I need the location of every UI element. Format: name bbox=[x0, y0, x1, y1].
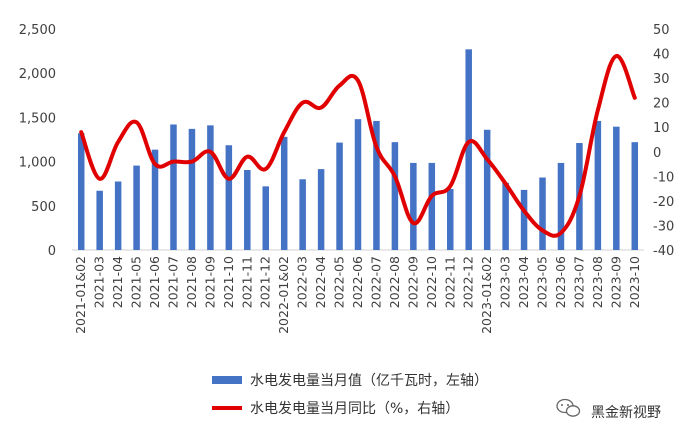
right-y-tick-label: 50 bbox=[653, 23, 670, 38]
bar bbox=[299, 179, 306, 250]
right-y-tick-label: -10 bbox=[653, 170, 674, 185]
legend-label-line: 水电发电量当月同比（%，右轴） bbox=[250, 401, 459, 417]
right-y-tick-label: -20 bbox=[653, 195, 674, 210]
bar bbox=[539, 177, 546, 250]
watermark: 黑金新视野 bbox=[556, 398, 661, 421]
x-tick-label: 2023-09 bbox=[608, 256, 623, 308]
x-axis: 2021-01&02 2021-03 2021-04 2021-05 2021-06 20… bbox=[73, 256, 642, 334]
right-y-tick-label: 10 bbox=[653, 121, 670, 136]
x-tick-label: 2021-01&02 bbox=[73, 256, 88, 334]
left-y-tick-label: 500 bbox=[31, 200, 56, 215]
bar bbox=[151, 149, 159, 250]
bar bbox=[557, 162, 565, 250]
bar bbox=[114, 181, 122, 250]
x-tick-label: 2021-03 bbox=[92, 256, 107, 308]
legend-label-bar: 水电发电量当月值（亿千瓦时，左轴） bbox=[250, 373, 488, 389]
x-tick-label: 2022-08 bbox=[387, 256, 402, 308]
legend-item-line: 水电发电量当月同比（%，右轴） bbox=[212, 401, 459, 417]
x-tick-label: 2022-06 bbox=[350, 256, 365, 308]
wechat-icon bbox=[556, 398, 581, 417]
bar bbox=[631, 142, 639, 250]
right-y-tick-label: 40 bbox=[653, 48, 670, 63]
x-tick-label: 2021-05 bbox=[129, 256, 144, 308]
right-y-tick-label: -30 bbox=[653, 219, 674, 234]
bar bbox=[280, 136, 288, 250]
x-tick-label: 2021-09 bbox=[202, 256, 217, 308]
x-tick-label: 2023-07 bbox=[571, 256, 586, 308]
right-y-tick-label: 0 bbox=[653, 146, 661, 161]
bar bbox=[133, 165, 140, 250]
x-tick-label: 2022-04 bbox=[313, 256, 328, 308]
x-tick-label: 2022-09 bbox=[405, 256, 420, 308]
x-tick-label: 2021-11 bbox=[239, 256, 254, 308]
left-y-tick-label: 1,000 bbox=[19, 156, 56, 171]
bar bbox=[77, 133, 85, 250]
x-tick-label: 2021-04 bbox=[110, 256, 125, 308]
bar bbox=[336, 142, 343, 250]
left-y-tick-label: 2,000 bbox=[19, 67, 56, 82]
legend-item-bar: 水电发电量当月值（亿千瓦时，左轴） bbox=[212, 373, 488, 389]
bar bbox=[244, 169, 251, 250]
bar bbox=[465, 49, 472, 250]
x-tick-label: 2021-08 bbox=[184, 256, 199, 308]
right-y-tick-label: 20 bbox=[653, 97, 670, 112]
bar bbox=[188, 128, 196, 250]
bar bbox=[317, 169, 325, 250]
x-tick-label: 2021-06 bbox=[147, 256, 162, 308]
bar bbox=[594, 120, 602, 250]
x-tick-label: 2022-11 bbox=[442, 256, 457, 308]
right-y-tick-label: -40 bbox=[653, 244, 674, 259]
x-tick-label: 2022-07 bbox=[368, 256, 383, 308]
x-tick-label: 2022-01&02 bbox=[276, 256, 291, 334]
bar bbox=[520, 189, 528, 250]
left-y-tick-label: 1,500 bbox=[19, 111, 56, 126]
x-tick-label: 2023-06 bbox=[553, 256, 568, 308]
x-tick-label: 2023-03 bbox=[498, 256, 513, 308]
bar bbox=[225, 145, 233, 250]
legend: 水电发电量当月值（亿千瓦时，左轴） 水电发电量当月同比（%，右轴） bbox=[212, 373, 488, 417]
bar bbox=[262, 186, 269, 250]
x-tick-label: 2022-12 bbox=[461, 256, 476, 308]
x-tick-label: 2021-12 bbox=[258, 256, 273, 308]
bar bbox=[428, 162, 436, 250]
bar bbox=[483, 129, 491, 250]
right-y-tick-label: 30 bbox=[653, 72, 670, 87]
x-tick-label: 2021-10 bbox=[221, 256, 236, 308]
x-tick-label: 2023-01&02 bbox=[479, 256, 494, 334]
x-tick-label: 2023-08 bbox=[590, 256, 605, 308]
bar bbox=[96, 190, 103, 250]
line-series bbox=[79, 54, 637, 238]
yoy-line bbox=[79, 54, 637, 238]
x-tick-label: 2023-05 bbox=[535, 256, 550, 308]
x-tick-label: 2022-10 bbox=[424, 256, 439, 308]
bar bbox=[391, 142, 399, 250]
bar bbox=[207, 125, 214, 250]
legend-swatch-bar bbox=[212, 376, 242, 384]
watermark-text: 黑金新视野 bbox=[591, 405, 661, 421]
x-tick-label: 2022-05 bbox=[332, 256, 347, 308]
bar bbox=[502, 182, 509, 250]
bar bbox=[170, 124, 177, 250]
x-tick-label: 2023-04 bbox=[516, 256, 531, 308]
x-tick-label: 2023-10 bbox=[627, 256, 642, 308]
left-y-axis: 0 500 1,000 1,500 2,000 2,500 bbox=[19, 23, 56, 259]
x-tick-label: 2021-07 bbox=[165, 256, 180, 308]
x-tick-label: 2022-03 bbox=[295, 256, 310, 308]
left-y-tick-label: 2,500 bbox=[19, 23, 56, 38]
bar bbox=[447, 189, 454, 250]
bar bbox=[373, 120, 380, 250]
left-y-tick-label: 0 bbox=[48, 244, 56, 259]
bar bbox=[613, 126, 620, 250]
bar bbox=[410, 162, 417, 250]
bar bbox=[354, 119, 362, 250]
right-y-axis: -40 -30 -20 -10 0 10 20 30 40 50 bbox=[653, 23, 674, 259]
